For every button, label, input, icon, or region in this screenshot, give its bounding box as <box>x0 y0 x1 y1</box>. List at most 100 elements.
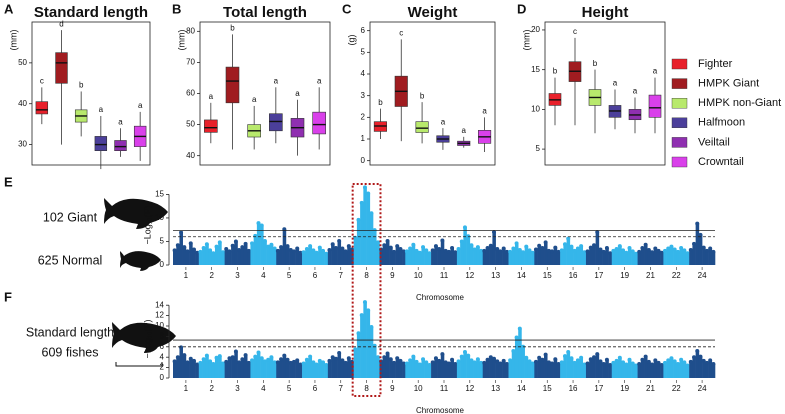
snp-column <box>505 251 509 265</box>
snp-column <box>663 362 667 378</box>
snp-point <box>621 360 626 365</box>
snp-point <box>321 360 326 365</box>
snp-column <box>366 310 371 378</box>
snp-column <box>582 364 587 378</box>
snp-point <box>253 354 258 359</box>
snp-column <box>573 250 577 265</box>
snp-column <box>682 362 687 378</box>
snp-point <box>395 356 400 361</box>
snp-point <box>237 247 242 252</box>
snp-column <box>479 250 484 265</box>
snp-column <box>605 248 609 265</box>
snp-point <box>662 248 667 253</box>
snp-column <box>521 346 525 378</box>
snp-column <box>456 361 461 378</box>
snp-column <box>647 249 651 265</box>
snp-column <box>189 358 193 378</box>
panel-title: Weight <box>408 4 458 21</box>
snp-column <box>392 251 396 265</box>
snp-point <box>195 362 200 367</box>
snp-column <box>279 359 283 378</box>
snp-column <box>176 245 180 265</box>
snp-column <box>466 236 471 265</box>
x-tick-label: 13 <box>491 384 500 393</box>
snp-column <box>360 315 364 378</box>
snp-column <box>302 363 306 378</box>
y-tick-label: 14 <box>155 300 164 309</box>
snp-point <box>598 247 603 252</box>
snp-point <box>469 243 474 248</box>
snp-column <box>405 251 409 265</box>
snp-column <box>273 362 277 378</box>
snp-point <box>253 233 258 238</box>
snp-point <box>343 249 348 254</box>
snp-point <box>456 359 461 364</box>
snp-column <box>547 250 551 265</box>
snp-point <box>401 361 406 366</box>
snp-column <box>266 246 271 265</box>
snp-point <box>214 355 219 360</box>
box <box>225 66 240 104</box>
snp-column <box>347 358 351 378</box>
snp-column <box>402 251 406 265</box>
snp-point <box>269 242 274 247</box>
snp-point <box>398 358 403 363</box>
y-tick-label: 50 <box>18 58 27 67</box>
x-tick-label: 10 <box>414 384 423 393</box>
snp-point <box>424 360 429 365</box>
snp-column <box>556 251 561 265</box>
snp-point <box>527 248 532 253</box>
group-letter: a <box>441 117 446 126</box>
box <box>269 113 283 132</box>
box <box>55 52 68 84</box>
group-letter: b <box>79 81 84 90</box>
snp-column <box>247 250 251 265</box>
snp-point <box>433 244 438 249</box>
snp-column <box>563 356 567 378</box>
snp-column <box>427 253 432 265</box>
snp-column <box>669 358 674 378</box>
snp-point <box>527 359 532 364</box>
snp-point <box>337 239 342 243</box>
snp-point <box>704 360 709 365</box>
snp-column <box>447 251 451 265</box>
snp-column <box>540 248 545 265</box>
snp-column <box>331 244 335 265</box>
snp-point <box>259 223 264 228</box>
snp-point <box>469 358 474 363</box>
snp-column <box>182 247 187 265</box>
group-letter: b <box>420 91 425 100</box>
snp-point <box>466 353 471 358</box>
snp-column <box>398 360 403 378</box>
x-tick-label: 2 <box>209 271 214 280</box>
snp-column <box>650 252 655 265</box>
snp-point <box>440 238 445 243</box>
snp-column <box>550 363 554 378</box>
snp-point <box>346 356 351 361</box>
x-tick-label: 16 <box>569 384 578 393</box>
y-tick-label: 40 <box>186 151 195 160</box>
x-axis-label: Chromosome <box>416 293 465 302</box>
snp-column <box>476 247 480 265</box>
snp-point <box>711 361 716 366</box>
snp-column <box>669 246 674 265</box>
snp-column <box>298 364 303 378</box>
y-axis-label: (mm) <box>8 30 18 51</box>
snp-column <box>421 359 425 378</box>
snp-column <box>431 362 435 378</box>
x-tick-label: 11 <box>440 384 449 393</box>
snp-point <box>459 239 464 244</box>
snp-point <box>679 357 684 362</box>
y-tick-label: 10 <box>531 104 540 113</box>
snp-point <box>675 361 680 366</box>
x-tick-label: 2 <box>209 384 214 393</box>
x-tick-label: 1 <box>184 271 189 280</box>
snp-point <box>630 361 635 366</box>
snp-point <box>301 250 306 255</box>
snp-column <box>347 246 351 265</box>
snp-point <box>530 250 535 255</box>
snp-column <box>537 357 542 378</box>
snp-column <box>173 250 177 265</box>
snp-point <box>404 249 409 254</box>
snp-point <box>240 245 245 250</box>
